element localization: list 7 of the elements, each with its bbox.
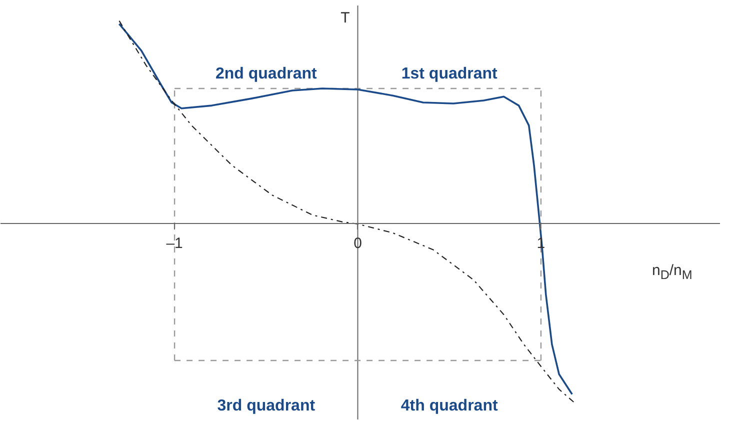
x-tick-label: –1 (166, 234, 183, 252)
x-axis-title: n$_{D}$/n$_{M}$ (652, 262, 692, 282)
annotation: 4th quadrant (400, 398, 498, 414)
y-axis-title: T (340, 10, 350, 26)
annotation: 2nd quadrant (215, 66, 318, 82)
annotation: 1st quadrant (401, 66, 498, 82)
annotation: 3rd quadrant (217, 398, 316, 414)
